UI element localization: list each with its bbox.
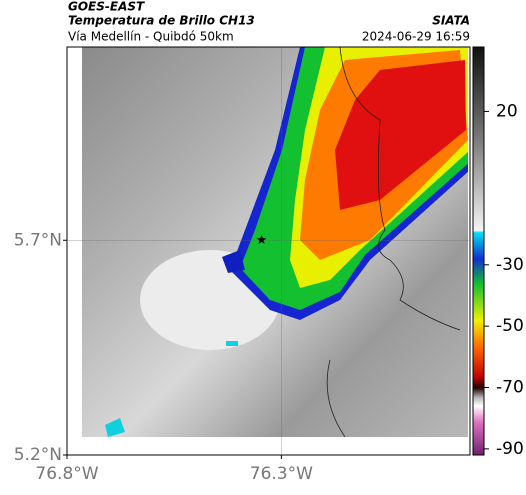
temperature-field: [82, 47, 468, 437]
location-marker: ★: [256, 233, 268, 248]
colorbar-tick-label: -50: [496, 316, 524, 336]
satellite: GOES-EAST: [68, 0, 145, 14]
ticks: 76.8°W 76.3°W 5.2°N 5.7°N ★ 20 -30 -50 -70 -90: [14, 47, 524, 484]
colorbar-tick-label: -70: [496, 378, 524, 398]
source: SIATA: [432, 14, 470, 28]
product: Temperatura de Brillo CH13: [68, 14, 255, 28]
y-tick-label: 5.2°N: [14, 445, 62, 465]
y-tick-label: 5.7°N: [14, 230, 62, 250]
x-tick-label: 76.8°W: [35, 464, 98, 484]
colorbar-tick-label: 20: [496, 101, 518, 121]
region: Vía Medellín - Quibdó 50km: [68, 30, 234, 44]
map-frame: [66, 46, 471, 456]
colorbar-tick-label: -30: [496, 255, 524, 275]
colorbar-tick-label: -90: [496, 439, 524, 459]
timestamp: 2024-06-29 16:59: [362, 30, 470, 44]
x-tick-label: 76.3°W: [250, 464, 313, 484]
colorbar: [472, 46, 485, 456]
